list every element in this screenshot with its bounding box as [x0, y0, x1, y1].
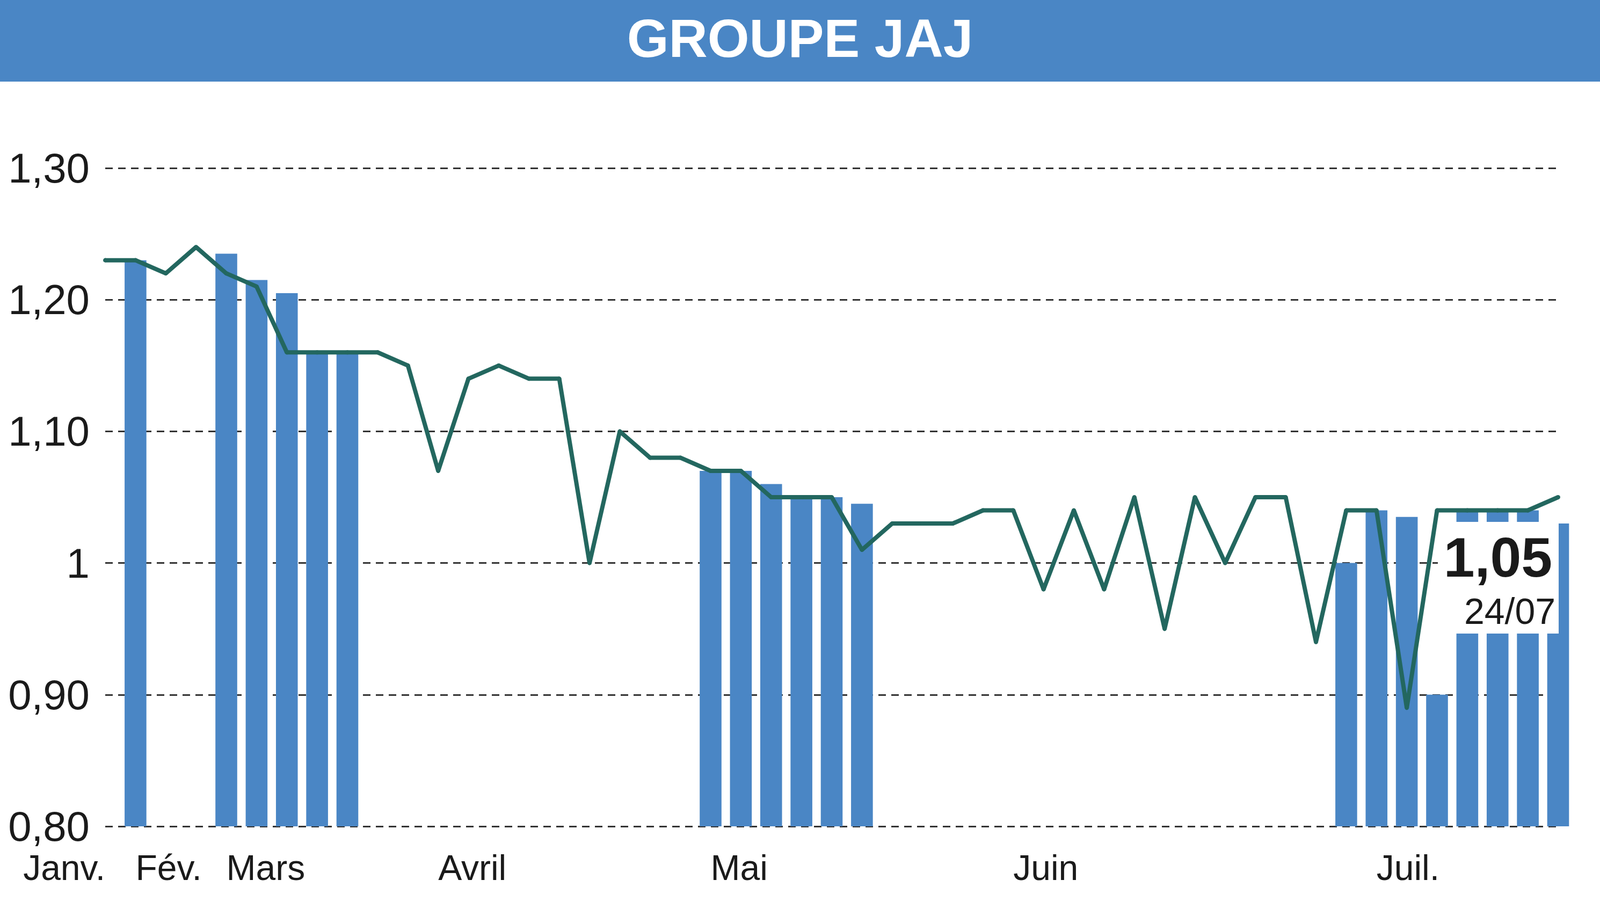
svg-text:Juil.: Juil.: [1376, 847, 1440, 888]
svg-text:Mars: Mars: [226, 847, 306, 888]
svg-text:1,05: 1,05: [1443, 526, 1553, 589]
svg-text:1,10: 1,10: [8, 407, 90, 455]
svg-text:Fév.: Fév.: [135, 847, 202, 888]
svg-text:1,30: 1,30: [8, 144, 90, 192]
svg-text:Mai: Mai: [710, 847, 768, 888]
svg-text:Juin: Juin: [1013, 847, 1079, 888]
svg-text:1,20: 1,20: [8, 275, 90, 324]
svg-text:24/07: 24/07: [1464, 590, 1556, 632]
svg-text:1: 1: [66, 539, 90, 587]
svg-text:GROUPE JAJ: GROUPE JAJ: [627, 8, 974, 69]
svg-text:0,90: 0,90: [8, 671, 90, 719]
svg-text:Janv.: Janv.: [23, 847, 106, 888]
svg-text:Avril: Avril: [438, 847, 507, 888]
svg-text:0,80: 0,80: [8, 802, 90, 850]
